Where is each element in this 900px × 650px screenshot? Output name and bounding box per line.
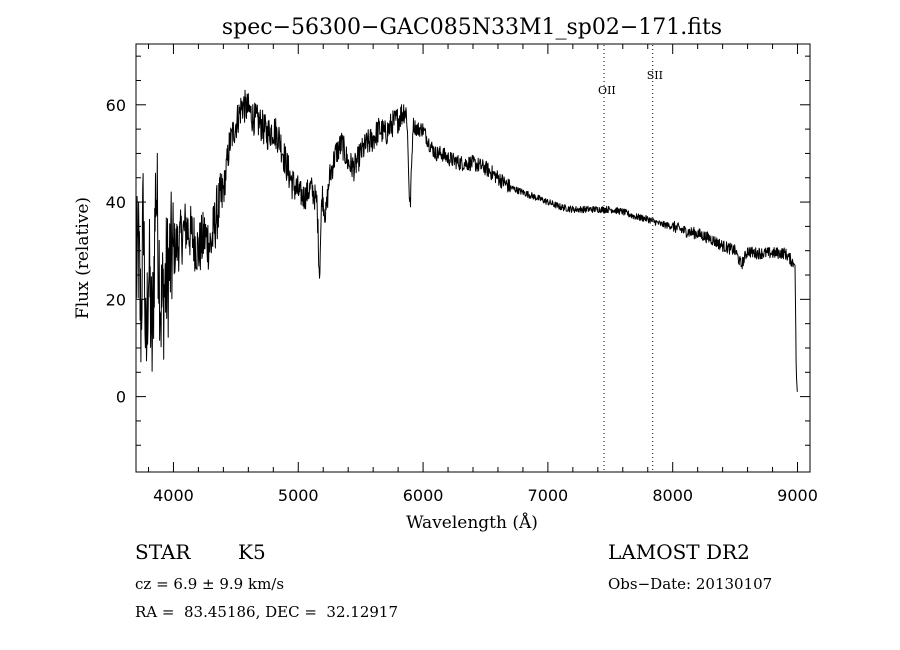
line-label-sii: SII bbox=[647, 69, 663, 82]
x-tick-label: 6000 bbox=[403, 486, 444, 505]
axis-tick-labels: 4000 5000 6000 7000 8000 9000 0 20 40 60 bbox=[106, 96, 818, 505]
sky-coordinates: RA = 83.45186, DEC = 32.12917 bbox=[135, 603, 399, 621]
redshift-cz: cz = 6.9 ± 9.9 km/s bbox=[135, 575, 285, 593]
y-tick-label: 40 bbox=[106, 193, 126, 212]
x-tick-label: 7000 bbox=[528, 486, 569, 505]
x-tick-label: 9000 bbox=[777, 486, 818, 505]
object-class: STAR bbox=[135, 540, 191, 564]
line-label-oii: OII bbox=[598, 84, 616, 97]
emission-line-markers: OII SII bbox=[598, 45, 663, 471]
y-tick-label: 0 bbox=[116, 388, 126, 407]
x-tick-label: 8000 bbox=[652, 486, 693, 505]
chart-title: spec−56300−GAC085N33M1_sp02−171.fits bbox=[222, 15, 722, 40]
x-tick-label: 4000 bbox=[153, 486, 194, 505]
observation-date: Obs−Date: 20130107 bbox=[608, 575, 773, 593]
x-axis-label: Wavelength (Å) bbox=[406, 512, 538, 533]
object-subclass: K5 bbox=[238, 540, 266, 564]
y-tick-label: 60 bbox=[106, 96, 126, 115]
y-axis-label: Flux (relative) bbox=[73, 197, 93, 319]
x-tick-label: 5000 bbox=[278, 486, 319, 505]
survey-name: LAMOST DR2 bbox=[608, 540, 750, 564]
y-tick-label: 20 bbox=[106, 290, 126, 309]
spectrum-line bbox=[135, 89, 798, 392]
